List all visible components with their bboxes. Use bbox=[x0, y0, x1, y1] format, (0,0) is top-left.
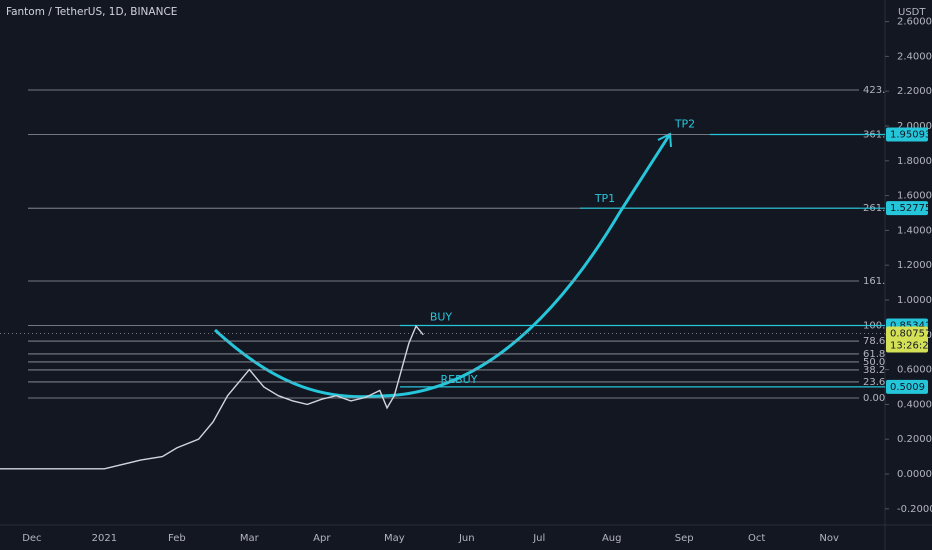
x-tick-label: Nov bbox=[819, 533, 839, 544]
price-badge-label: 1.95093 bbox=[890, 130, 931, 141]
x-tick-label: Dec bbox=[22, 533, 41, 544]
arrow-head bbox=[657, 132, 672, 148]
x-tick-label: Jul bbox=[532, 533, 545, 544]
x-tick-label: 2021 bbox=[92, 533, 117, 544]
fib-label: 23.6 bbox=[863, 377, 885, 388]
x-tick-label: Oct bbox=[748, 533, 765, 544]
fib-label: 161. bbox=[863, 276, 885, 287]
price-badge bbox=[886, 127, 928, 142]
chart-title: Fantom / TetherUS, 1D, BINANCE bbox=[6, 6, 177, 18]
x-tick-label: Feb bbox=[168, 533, 186, 544]
x-tick-label: Apr bbox=[313, 533, 331, 544]
price-badge-label: 0.85341 bbox=[890, 321, 931, 332]
fib-label: 61.8 bbox=[863, 349, 885, 360]
fib-label: 423. bbox=[863, 85, 885, 96]
fib-label: 0.00 bbox=[863, 393, 885, 404]
fib-label: 78.6 bbox=[863, 336, 885, 347]
annotation: BUY bbox=[430, 311, 453, 324]
x-tick-label: Jun bbox=[458, 533, 475, 544]
countdown: 13:26:25 bbox=[890, 340, 932, 351]
last-price-label: 0.80757 bbox=[890, 328, 931, 339]
last-price-badge bbox=[886, 326, 928, 353]
x-tick-label: Mar bbox=[240, 533, 260, 544]
x-tick-label: May bbox=[384, 533, 405, 544]
x-tick-label: Sep bbox=[675, 533, 694, 544]
price-badge-label: 1.52775 bbox=[890, 203, 931, 214]
currency-label: USDT bbox=[898, 7, 926, 18]
fib-label: 38.2 bbox=[863, 365, 885, 376]
x-tick-label: Aug bbox=[602, 533, 622, 544]
annotation: TP2 bbox=[674, 118, 695, 131]
price-badge bbox=[886, 201, 928, 216]
price-badge bbox=[886, 379, 928, 394]
price-badge-label: 0.5009 bbox=[890, 382, 925, 393]
y-tick-label: 1.80000 bbox=[897, 156, 932, 167]
y-tick-label: 0.60000 bbox=[897, 365, 932, 376]
fib-label: 50.0 bbox=[863, 357, 885, 368]
y-tick-label: 1.60000 bbox=[897, 191, 932, 202]
projection-curve bbox=[213, 133, 672, 399]
price-line bbox=[0, 324, 424, 470]
y-tick-label: 2.60000 bbox=[897, 17, 932, 28]
annotation: REBUY bbox=[441, 373, 478, 386]
annotation: TP1 bbox=[594, 192, 615, 205]
